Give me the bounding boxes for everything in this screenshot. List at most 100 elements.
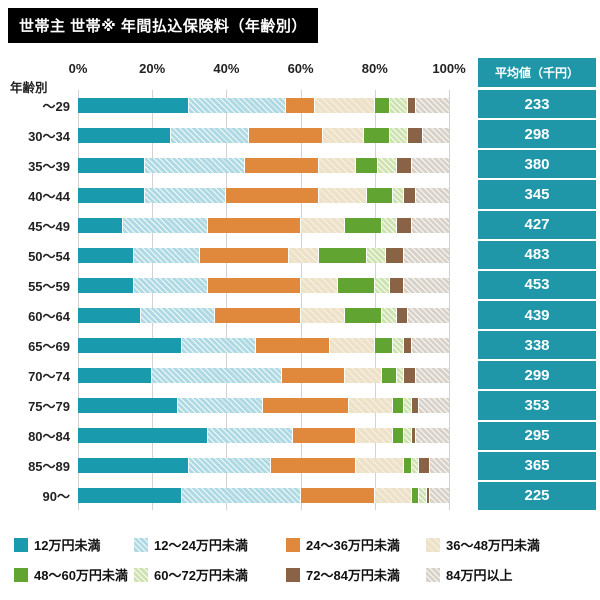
- age-group-label: 40～44: [28, 188, 70, 204]
- legend-swatch: [286, 537, 300, 552]
- legend-swatch: [14, 567, 28, 582]
- bar-segment: [411, 217, 449, 233]
- legend-item: 12～24万円未満: [134, 535, 286, 554]
- bar-segment: [293, 427, 357, 443]
- bar-segment: [393, 427, 405, 443]
- bar-segment: [411, 427, 416, 443]
- bar-segment: [270, 457, 357, 473]
- bar-segment: [397, 217, 412, 233]
- bar-segment: [141, 307, 216, 323]
- legend-item: 72～84万円未満: [286, 565, 426, 584]
- x-tick-label: 60%: [287, 61, 314, 76]
- bar-row: 30～34: [0, 120, 478, 150]
- stacked-bar: [78, 157, 449, 173]
- bar-segment: [215, 307, 301, 323]
- bar-segment: [363, 127, 390, 143]
- stacked-bar: [78, 427, 449, 443]
- age-group-label: ～29: [42, 98, 70, 114]
- bar-segment: [404, 187, 416, 203]
- bar-segment: [300, 217, 346, 233]
- average-value: 365: [478, 451, 596, 480]
- average-value: 233: [478, 90, 596, 119]
- bar-segment: [300, 487, 375, 503]
- average-value: 427: [478, 210, 596, 239]
- bar-segment: [367, 187, 394, 203]
- bar-segment: [415, 427, 449, 443]
- bar-row: 55～59: [0, 270, 478, 300]
- bar-segment: [78, 367, 153, 383]
- legend-swatch: [14, 537, 28, 552]
- bar-segment: [244, 157, 320, 173]
- legend: 12万円未満 12～24万円未満 24～36万円未満 36～48万円未満 48～60万円…: [14, 535, 592, 584]
- legend-label: 12万円未満: [34, 538, 101, 553]
- gridline: [449, 90, 450, 510]
- average-value: 299: [478, 361, 596, 390]
- bar-segment: [282, 367, 346, 383]
- bar-segment: [300, 307, 346, 323]
- stacked-bar: [78, 217, 449, 233]
- bar-segment: [189, 457, 271, 473]
- age-group-label: 30～34: [28, 128, 70, 144]
- bar-row: 45～49: [0, 210, 478, 240]
- bar-segment: [78, 397, 179, 413]
- bar-row: 35～39: [0, 150, 478, 180]
- bar-segment: [415, 367, 449, 383]
- age-group-label: 75～79: [28, 398, 70, 414]
- average-value: 353: [478, 391, 596, 420]
- average-value: 345: [478, 180, 596, 209]
- gridline: [300, 90, 302, 510]
- bar-segment: [207, 277, 301, 293]
- age-group-label: 60～64: [28, 308, 70, 324]
- stacked-bar: [78, 367, 449, 383]
- bar-segment: [382, 307, 398, 323]
- age-group-label: 35～39: [28, 158, 70, 174]
- plot-area: ～29 30～34 35～39 40～44 45～49 50～54 55～59 60～64 65…: [0, 90, 478, 510]
- legend-label: 12～24万円未満: [154, 538, 248, 553]
- legend-label: 72～84万円未満: [306, 568, 400, 583]
- bar-segment: [122, 217, 208, 233]
- bar-segment: [248, 127, 323, 143]
- bar-segment: [411, 457, 420, 473]
- bar-segment: [404, 397, 412, 413]
- bar-segment: [319, 187, 368, 203]
- x-tick-label: 40%: [213, 61, 240, 76]
- bar-row: 50～54: [0, 240, 478, 270]
- bar-segment: [78, 427, 208, 443]
- bar-segment: [152, 367, 283, 383]
- age-group-label: 90～: [42, 488, 70, 504]
- bar-segment: [404, 277, 449, 293]
- gridlines: [78, 90, 450, 510]
- legend-item: 48～60万円未満: [14, 565, 134, 584]
- legend-item: 12万円未満: [14, 535, 134, 554]
- bar-segment: [397, 307, 409, 323]
- bar-segment: [78, 277, 134, 293]
- bar-row: 80～84: [0, 420, 478, 450]
- bar-segment: [337, 277, 375, 293]
- bar-segment: [385, 247, 405, 263]
- bar-segment: [345, 217, 383, 233]
- stacked-bar: [78, 247, 449, 263]
- bar-segment: [404, 457, 412, 473]
- legend-swatch: [426, 567, 440, 582]
- age-group-label: 85～89: [28, 458, 70, 474]
- average-value: 483: [478, 240, 596, 269]
- bar-segment: [78, 337, 182, 353]
- bar-segment: [226, 187, 320, 203]
- bar-segment: [411, 157, 449, 173]
- bar-segment: [367, 247, 386, 263]
- bar-segment: [319, 157, 357, 173]
- average-value: 338: [478, 331, 596, 360]
- bar-segment: [263, 397, 349, 413]
- bar-segment: [374, 277, 390, 293]
- stacked-bar: [78, 487, 449, 503]
- bar-segment: [207, 427, 294, 443]
- average-value: 298: [478, 120, 596, 149]
- bar-segment: [300, 277, 338, 293]
- stacked-bar: [78, 127, 449, 143]
- bar-segment: [345, 307, 383, 323]
- bar-segment: [419, 397, 449, 413]
- gridline: [78, 90, 79, 510]
- x-tick-label: 80%: [361, 61, 388, 76]
- bar-segment: [207, 217, 301, 233]
- x-tick-label: 100%: [432, 61, 466, 76]
